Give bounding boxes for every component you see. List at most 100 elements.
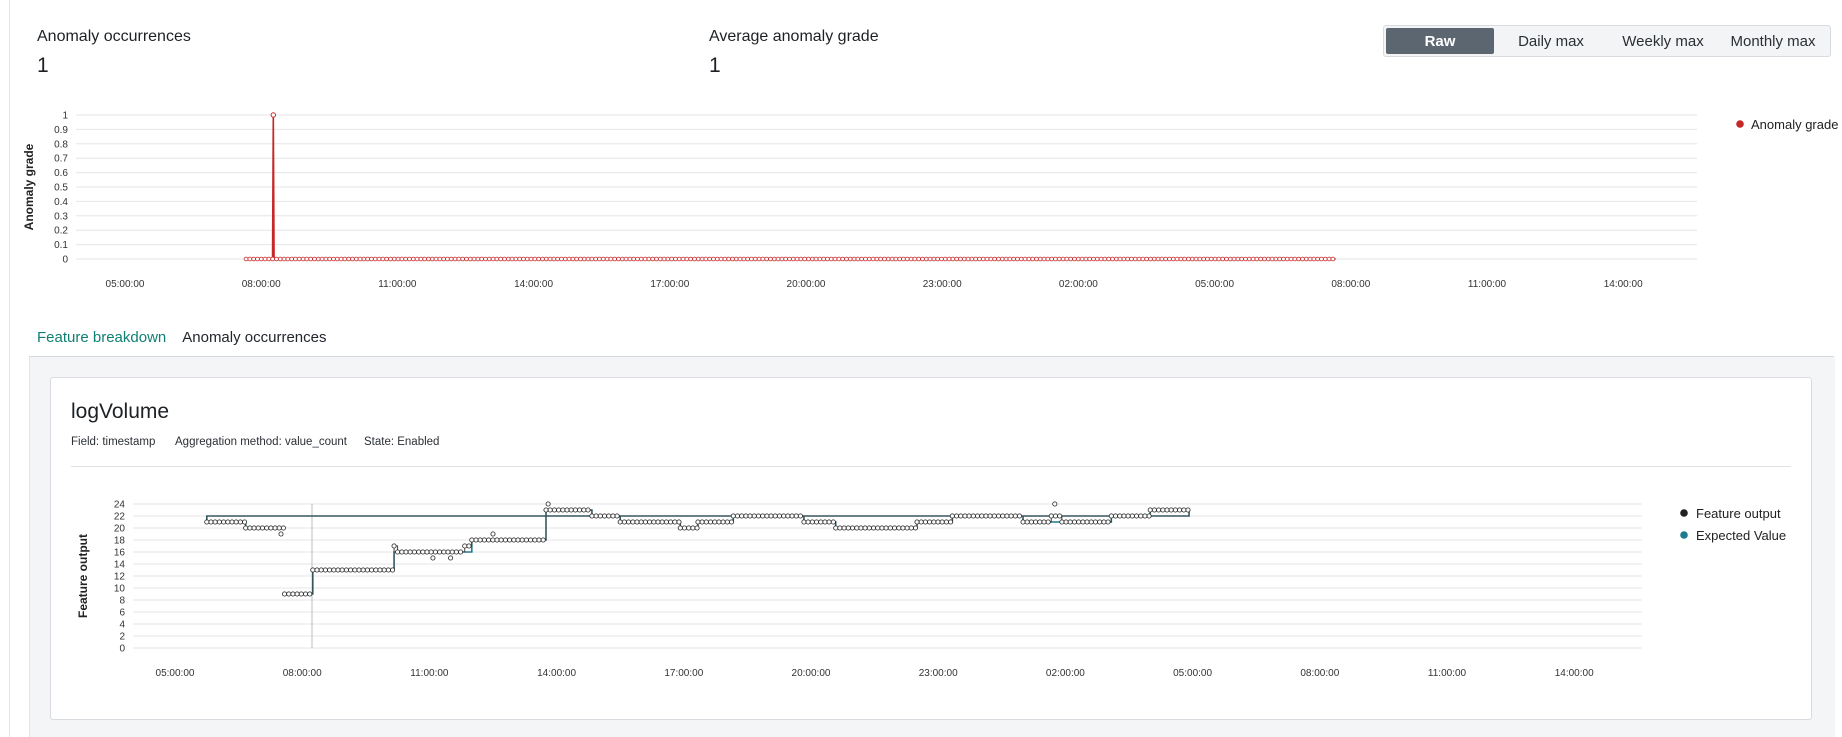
anomaly-point	[1034, 256, 1039, 262]
feature-output-point	[585, 507, 591, 513]
anomaly-point	[251, 256, 256, 262]
anomaly-point	[703, 256, 709, 262]
feature-output-point	[866, 525, 872, 531]
feature-output-point	[528, 537, 534, 543]
anomaly-point	[794, 256, 800, 262]
anomaly-point	[882, 256, 887, 262]
anomaly-point	[281, 256, 287, 262]
anomaly-point	[1030, 256, 1035, 262]
legend-expected-value-label: Expected Value	[1696, 528, 1786, 543]
toggle-monthly-max[interactable]: Monthly max	[1730, 32, 1816, 50]
feature-output-point	[343, 567, 349, 573]
feature-output-point	[335, 567, 341, 573]
feature-output-point	[686, 525, 692, 531]
toggle-daily-max[interactable]: Daily max	[1518, 32, 1584, 50]
anomaly-point	[581, 256, 587, 262]
x-tick-label: 11:00:00	[1468, 279, 1507, 290]
feature-output-point	[272, 525, 278, 531]
anomaly-point	[460, 256, 465, 262]
feature-output-point	[879, 525, 885, 531]
anomaly-point	[1322, 256, 1328, 262]
feature-output-point	[268, 525, 274, 531]
tab-feature-breakdown[interactable]: Feature breakdown	[29, 326, 175, 358]
anomaly-point	[1292, 256, 1298, 262]
anomaly-point	[1106, 256, 1111, 262]
anomaly-occurrences-value: 1	[37, 54, 49, 77]
anomaly-point	[388, 256, 393, 262]
feature-output-point	[221, 519, 227, 525]
anomaly-point	[1003, 256, 1009, 262]
anomaly-point	[1117, 256, 1123, 262]
feature-output-point	[466, 543, 472, 549]
feature-output-point	[416, 549, 422, 555]
anomaly-point	[718, 256, 724, 262]
anomaly-grade-chart: 0 0.1 0.2 0.3 0.4 0.5 0.6 0.7 0.8 0.9 1 05:00:00 08:…	[22, 111, 1838, 291]
y-tick-label: 0	[62, 255, 68, 266]
anomaly-point	[866, 256, 872, 262]
anomaly-point	[950, 256, 956, 262]
feature-output-outlier	[490, 531, 496, 537]
anomaly-point	[578, 256, 583, 262]
feature-output-point	[822, 519, 828, 525]
anomaly-point	[977, 256, 982, 262]
legend-anomaly-grade-label: Anomaly grade	[1751, 117, 1838, 132]
anomaly-point	[536, 256, 541, 262]
toggle-weekly-max[interactable]: Weekly max	[1622, 32, 1704, 50]
anomaly-point	[498, 256, 503, 262]
anomaly-point	[973, 256, 978, 262]
feature-output-point	[826, 519, 832, 525]
anomaly-point	[1163, 256, 1168, 262]
anomaly-point	[528, 256, 534, 262]
anomaly-point	[1212, 256, 1218, 262]
feature-output-point	[858, 525, 864, 531]
tab-anomaly-occurrences[interactable]: Anomaly occurrences	[182, 329, 327, 346]
feature-output-point	[481, 537, 487, 543]
feature-output-point	[212, 519, 218, 525]
anomaly-point	[513, 256, 519, 262]
anomaly-point	[775, 256, 781, 262]
anomaly-point	[1049, 256, 1054, 262]
anomaly-point	[988, 256, 994, 262]
feature-output-point	[845, 525, 851, 531]
anomaly-point	[844, 256, 849, 262]
feature-output-point	[1105, 519, 1111, 525]
feature-output-point	[259, 525, 265, 531]
x-tick-label: 05:00:00	[1173, 668, 1212, 679]
feature-output-point	[900, 525, 906, 531]
anomaly-point	[483, 256, 488, 262]
feature-output-point	[602, 513, 608, 519]
anomaly-point	[532, 256, 538, 262]
feature-output-point	[730, 513, 736, 519]
x-tick-label: 08:00:00	[1300, 668, 1339, 679]
anomaly-point	[445, 256, 450, 262]
feature-output-point	[677, 525, 683, 531]
feature-output-point	[1142, 513, 1148, 519]
feature-output-point	[462, 543, 468, 549]
anomaly-point	[456, 256, 462, 262]
anomaly-point	[1018, 256, 1024, 262]
feature-output-point	[1084, 519, 1090, 525]
feature-output-point	[797, 513, 803, 519]
feature-output-point	[298, 591, 304, 597]
feature-output-point	[614, 513, 620, 519]
feature-output-point	[428, 549, 434, 555]
anomaly-point	[711, 256, 716, 262]
anomaly-point	[452, 256, 458, 262]
feature-output-point	[638, 519, 644, 525]
x-tick-label: 23:00:00	[919, 668, 958, 679]
anomaly-point	[1178, 256, 1184, 262]
anomaly-point	[923, 256, 929, 262]
legend-feature-output-marker	[1680, 509, 1688, 517]
feature-output-point	[391, 543, 397, 549]
feature-output-point	[914, 519, 920, 525]
toggle-raw[interactable]: Raw	[1386, 28, 1494, 54]
feature-output-point	[764, 513, 770, 519]
feature-output-point	[760, 513, 766, 519]
anomaly-point	[851, 256, 857, 262]
anomaly-point	[638, 256, 644, 262]
feature-output-point	[818, 519, 824, 525]
feature-output-point	[1004, 513, 1010, 519]
feature-output-point	[659, 519, 665, 525]
anomaly-point	[1227, 256, 1233, 262]
anomaly-point	[1022, 256, 1028, 262]
